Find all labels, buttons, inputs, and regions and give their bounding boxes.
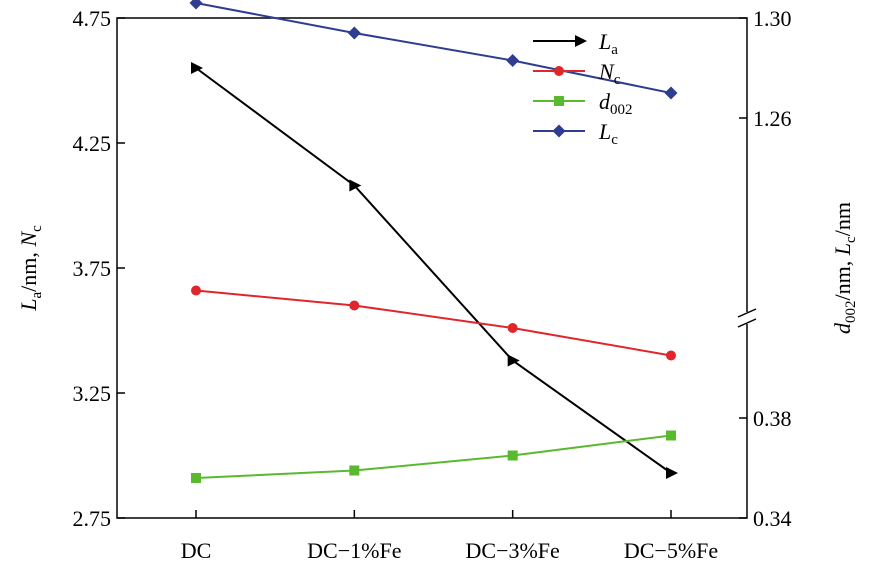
left-tick-label: 4.25: [73, 131, 112, 156]
series-3: [189, 0, 678, 100]
right-axis: 1.261.301.340.340.38: [739, 6, 792, 531]
data-point: [191, 285, 201, 296]
data-point: [191, 473, 201, 483]
legend-item: Nc: [533, 59, 621, 88]
plot-frame: [116, 17, 748, 519]
legend-swatch-marker: [554, 96, 564, 106]
right-axis-title-sub: 002: [843, 300, 859, 323]
data-point: [349, 300, 360, 311]
left-tick-label: 2.75: [73, 506, 112, 531]
legend-swatch-marker: [575, 35, 587, 47]
right-axis-title-rest: /nm,: [830, 255, 855, 300]
left-axis-title-sub2: c: [29, 225, 45, 232]
x-tick-label: DC: [181, 538, 212, 563]
right-tick-label: 0.38: [753, 406, 792, 431]
left-axis: 2.75 3.25 3.75 4.25 4.75: [73, 6, 125, 531]
left-tick-label: 4.75: [73, 6, 112, 31]
right-axis-title-rest2: /nm: [830, 202, 855, 236]
data-point: [507, 354, 520, 367]
data-point: [664, 86, 678, 100]
series-layer: [189, 0, 678, 483]
left-axis-title-rest: /nm,: [16, 247, 41, 292]
data-point: [507, 323, 518, 333]
series-0: [191, 62, 678, 479]
legend-label: Nc: [598, 59, 621, 88]
data-point: [189, 0, 203, 10]
series-line: [195, 2, 672, 94]
legend-label: d002: [599, 89, 633, 118]
right-axis-title: d002/nm, Lc/nm: [830, 202, 859, 334]
data-point: [349, 179, 362, 192]
legend-label: Lc: [598, 119, 618, 148]
legend-item: La: [533, 29, 618, 58]
series-2: [191, 430, 676, 483]
series-line: [195, 289, 672, 357]
data-point: [349, 465, 360, 476]
data-point: [347, 26, 361, 40]
right-axis-title-main2: L: [830, 243, 855, 256]
left-axis-title: La/nm, Nc: [16, 225, 45, 312]
legend-item: d002: [533, 89, 633, 118]
right-tick-label: 1.30: [753, 6, 792, 31]
left-tick-label: 3.75: [73, 256, 112, 281]
left-axis-title-main: L: [16, 299, 41, 312]
x-axis: DC DC−1%Fe DC−3%Fe DC−5%Fe: [181, 510, 718, 563]
left-axis-title-main2: N: [16, 231, 41, 248]
right-axis-title-main: d: [830, 322, 855, 334]
right-tick-label: 1.26: [753, 106, 792, 131]
axis-break-slash: [737, 308, 757, 318]
right-tick-label: 0.34: [753, 506, 792, 531]
left-tick-label: 3.25: [73, 381, 112, 406]
data-point: [666, 467, 678, 479]
data-point: [191, 62, 203, 74]
series-1: [191, 285, 676, 361]
data-point: [506, 54, 520, 67]
legend-label: La: [598, 29, 618, 58]
x-tick-label: DC−3%Fe: [466, 538, 560, 563]
right-axis-title-sub2: c: [843, 236, 859, 243]
data-point: [666, 430, 676, 441]
legend-swatch-marker: [552, 124, 566, 138]
series-line: [195, 67, 672, 474]
data-point: [666, 350, 676, 361]
legend-swatch-marker: [554, 66, 564, 76]
x-tick-label: DC−5%Fe: [624, 538, 718, 563]
legend-item: Lc: [533, 119, 618, 148]
axis-break-mark: [737, 308, 757, 328]
x-tick-label: DC−1%Fe: [307, 538, 401, 563]
data-point: [507, 450, 518, 461]
axis-break-slash: [737, 318, 757, 328]
series-line: [195, 434, 672, 479]
left-axis-title-sub: a: [29, 292, 45, 299]
